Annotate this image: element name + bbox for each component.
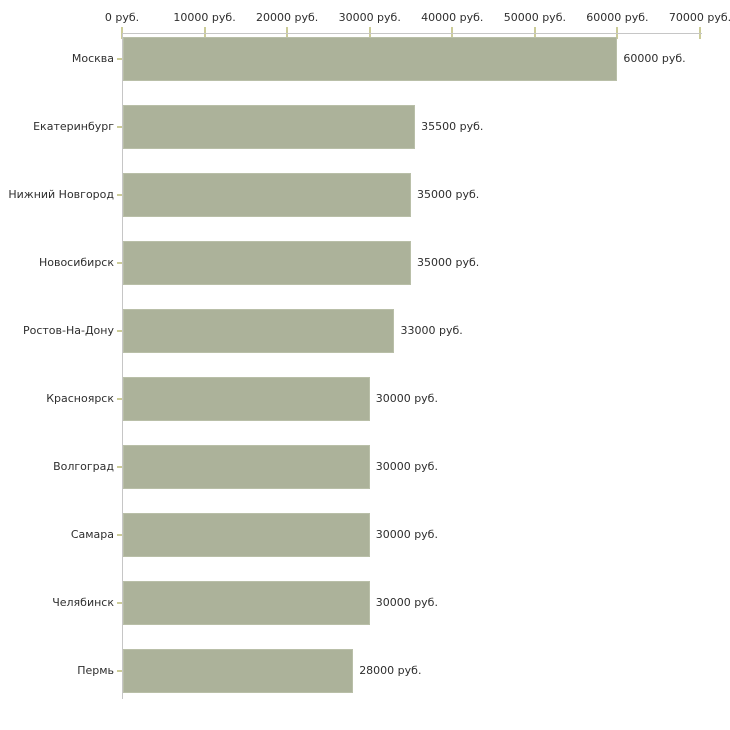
x-tick-label: 60000 руб.: [586, 11, 649, 24]
category-label: Красноярск: [46, 392, 114, 405]
category-tick: [117, 602, 122, 604]
bar: [123, 581, 370, 625]
bar: [123, 309, 395, 353]
category-label: Новосибирск: [38, 256, 114, 269]
bar: [123, 649, 354, 693]
bar: [123, 377, 370, 421]
value-label: 28000 руб.: [359, 664, 422, 677]
category-label: Москва: [71, 52, 114, 65]
value-label: 35000 руб.: [417, 188, 480, 201]
category-label: Челябинск: [52, 596, 114, 609]
value-label: 30000 руб.: [375, 596, 438, 609]
value-label: 35500 руб.: [421, 120, 484, 133]
bar: [123, 105, 416, 149]
bar: [123, 241, 411, 285]
category-label: Екатеринбург: [33, 120, 114, 133]
y-axis-line: [122, 33, 123, 699]
value-label: 30000 руб.: [375, 528, 438, 541]
category-label: Пермь: [77, 664, 114, 677]
category-tick: [117, 126, 122, 128]
x-tick-label: 0 руб.: [104, 11, 140, 24]
value-label: 30000 руб.: [375, 392, 438, 405]
category-tick: [117, 330, 122, 332]
value-label: 33000 руб.: [400, 324, 463, 337]
x-tick-label: 70000 руб.: [668, 11, 730, 24]
value-label: 60000 руб.: [623, 52, 686, 65]
category-label: Ростов-На-Дону: [22, 324, 114, 337]
category-tick: [117, 534, 122, 536]
bar: [123, 445, 370, 489]
category-tick: [117, 194, 122, 196]
x-tick-label: 50000 руб.: [503, 11, 566, 24]
value-label: 35000 руб.: [417, 256, 480, 269]
category-label: Самара: [70, 528, 114, 541]
category-tick: [117, 466, 122, 468]
x-tick-label: 20000 руб.: [256, 11, 319, 24]
category-tick: [117, 670, 122, 672]
bar: [123, 173, 411, 217]
category-label: Нижний Новгород: [8, 188, 114, 201]
category-tick: [117, 398, 122, 400]
x-tick-label: 40000 руб.: [421, 11, 484, 24]
category-label: Волгоград: [53, 460, 114, 473]
x-axis-line: [122, 33, 702, 34]
x-tick-label: 30000 руб.: [338, 11, 401, 24]
value-label: 30000 руб.: [375, 460, 438, 473]
category-tick: [117, 262, 122, 264]
x-tick-label: 10000 руб.: [173, 11, 236, 24]
bar: [123, 37, 618, 81]
category-tick: [117, 58, 122, 60]
bar: [123, 513, 370, 557]
